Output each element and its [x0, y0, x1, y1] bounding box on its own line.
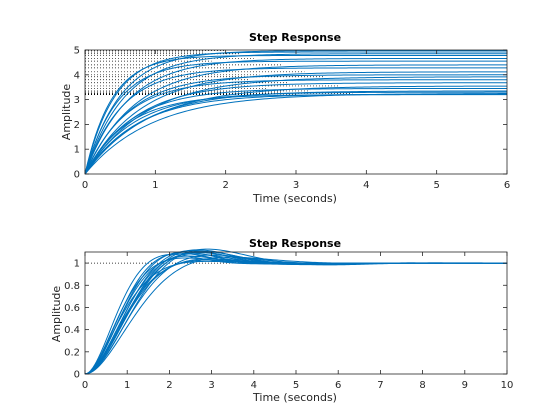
x-tick-label: 5 — [293, 380, 299, 391]
step-response-curve — [84, 60, 507, 175]
step-response-curve — [84, 54, 507, 175]
step-response-curve — [84, 249, 508, 375]
chart-title: Step Response — [249, 31, 341, 44]
y-axis-ticks: 0 0.2 0.4 0.6 0.8 1 — [64, 259, 507, 381]
step-response-curve — [84, 64, 507, 175]
step-response-curve — [84, 90, 507, 175]
y-tick-label: 1 — [74, 259, 80, 270]
step-response-curve — [84, 91, 507, 175]
y-tick-label: 0 — [74, 370, 80, 381]
step-response-curve — [84, 87, 507, 175]
y-tick-label: 1 — [74, 145, 80, 156]
x-axis-ticks: 0 1 2 3 4 5 6 — [82, 50, 510, 191]
step-response-plot-bottom: Step Response Amplitude Time (seconds) 0… — [50, 237, 513, 404]
step-response-curve — [84, 82, 507, 175]
step-response-curve — [84, 57, 507, 175]
y-tick-label: 4 — [74, 70, 80, 81]
x-tick-label: 0 — [82, 180, 88, 191]
x-tick-label: 4 — [251, 380, 257, 391]
y-tick-label: 0.8 — [64, 281, 80, 292]
y-tick-label: 5 — [74, 46, 80, 57]
step-response-curve — [84, 71, 507, 175]
step-response-curve — [84, 74, 507, 175]
y-tick-label: 0 — [74, 170, 80, 181]
y-tick-label: 2 — [74, 120, 80, 131]
y-axis-label: Amplitude — [50, 286, 63, 343]
x-tick-label: 7 — [377, 380, 383, 391]
step-response-curve — [84, 253, 507, 375]
x-tick-label: 2 — [166, 380, 172, 391]
x-tick-label: 1 — [152, 180, 158, 191]
x-tick-label: 3 — [293, 180, 299, 191]
step-response-curve — [84, 67, 507, 175]
x-tick-label: 6 — [504, 180, 510, 191]
step-response-curve — [84, 260, 507, 375]
step-response-curve — [84, 93, 507, 175]
step-response-curve — [84, 51, 507, 175]
step-response-curve — [84, 255, 507, 375]
response-curves — [84, 50, 508, 175]
y-axis-ticks: 0 1 2 3 4 5 — [74, 46, 507, 181]
y-tick-label: 0.4 — [64, 325, 80, 336]
x-axis-label: Time (seconds) — [252, 192, 337, 205]
x-axis-label: Time (seconds) — [252, 391, 337, 404]
x-tick-label: 5 — [433, 180, 439, 191]
x-tick-label: 1 — [124, 380, 130, 391]
y-axis-label: Amplitude — [60, 84, 73, 141]
x-tick-label: 6 — [335, 380, 341, 391]
y-tick-label: 0.2 — [64, 347, 80, 358]
x-axis-ticks: 0 1 2 3 4 5 6 7 8 9 10 — [82, 252, 514, 391]
x-tick-label: 2 — [222, 180, 228, 191]
step-response-curve — [84, 94, 507, 175]
y-tick-label: 0.6 — [64, 303, 80, 314]
chart-title: Step Response — [249, 237, 341, 250]
step-response-curve — [84, 251, 508, 375]
step-response-curve — [84, 93, 507, 175]
x-tick-label: 4 — [363, 180, 369, 191]
x-tick-label: 0 — [82, 380, 88, 391]
x-tick-label: 9 — [462, 380, 468, 391]
response-curves — [84, 248, 508, 375]
x-tick-label: 3 — [208, 380, 214, 391]
x-tick-label: 10 — [501, 380, 514, 391]
step-response-curve — [84, 79, 507, 175]
step-response-plot-top: Step Response Amplitude Time (seconds) 0… — [60, 31, 510, 205]
x-tick-label: 8 — [419, 380, 425, 391]
y-tick-label: 3 — [74, 95, 80, 106]
step-response-curve — [84, 253, 508, 375]
